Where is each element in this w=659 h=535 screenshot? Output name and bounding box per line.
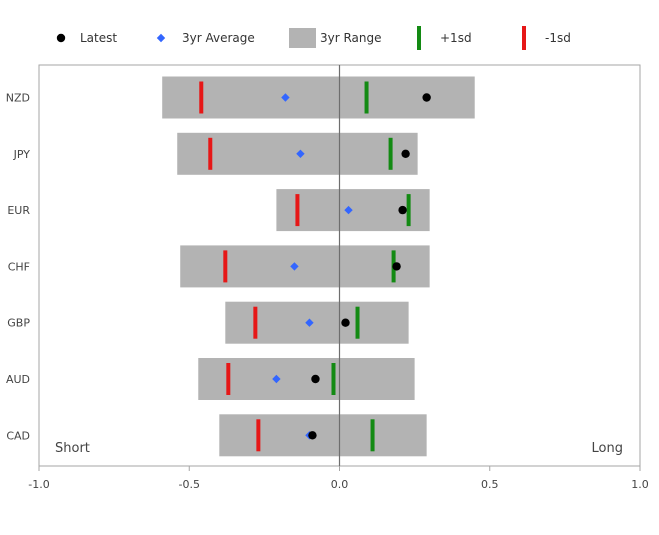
plus1sd-marker-cad	[370, 419, 375, 452]
legend: Latest 3yr Average 3yr Range +1sd -1sd	[56, 26, 571, 50]
minus1sd-marker-cad	[256, 419, 261, 452]
legend-plus1sd-swatch	[417, 26, 421, 50]
legend-avg3yr-label: 3yr Average	[182, 31, 255, 45]
avg3yr-marker-eur	[344, 205, 353, 215]
x-axis: NZD JPY EUR CHF GBP AUD CAD -1.0 -0.5 0.0 0.5 1.0	[6, 92, 649, 492]
latest-marker-nzd	[422, 93, 431, 102]
plot-area: Short Long	[38, 64, 641, 467]
minus1sd-marker-gbp	[253, 306, 258, 339]
plus1sd-marker-eur	[406, 194, 411, 227]
category-label-chf: CHF	[8, 260, 30, 273]
plus1sd-marker-nzd	[364, 81, 369, 114]
minus1sd-marker-aud	[226, 363, 231, 395]
latest-marker-eur	[398, 205, 407, 215]
category-label-eur: EUR	[7, 204, 30, 217]
x-tick-label: -0.5	[179, 478, 200, 491]
range-bar-cad	[219, 414, 427, 457]
minus1sd-marker-nzd	[199, 81, 204, 114]
latest-marker-gbp	[341, 318, 350, 327]
x-tick-label: 0.0	[331, 478, 349, 491]
latest-marker-jpy	[401, 149, 410, 158]
legend-minus1sd-swatch	[522, 26, 526, 50]
avg3yr-marker-jpy	[296, 149, 305, 158]
legend-range3yr-swatch	[289, 28, 316, 48]
long-label: Long	[592, 441, 623, 456]
category-label-aud: AUD	[6, 373, 30, 386]
category-label-cad: CAD	[6, 429, 30, 442]
avg3yr-marker-chf	[290, 262, 299, 271]
plus1sd-marker-jpy	[388, 137, 393, 170]
avg3yr-marker-aud	[272, 374, 281, 384]
avg3yr-marker-gbp	[305, 318, 314, 327]
avg3yr-marker-nzd	[281, 93, 290, 102]
legend-minus1sd-label: -1sd	[545, 31, 571, 45]
latest-marker-cad	[308, 431, 317, 440]
legend-range3yr-label: 3yr Range	[320, 31, 382, 45]
category-label-nzd: NZD	[6, 92, 30, 105]
x-tick-label: 1.0	[631, 478, 649, 491]
minus1sd-marker-eur	[295, 194, 300, 227]
minus1sd-marker-jpy	[208, 137, 213, 170]
minus1sd-marker-chf	[223, 250, 228, 283]
range-bar-gbp	[225, 301, 409, 344]
x-tick-label: -1.0	[28, 478, 49, 491]
latest-marker-aud	[311, 374, 320, 384]
legend-plus1sd-label: +1sd	[440, 31, 472, 45]
legend-latest-swatch	[56, 33, 66, 43]
x-tick-label: 0.5	[481, 478, 499, 491]
legend-avg3yr-swatch	[156, 33, 166, 43]
range-bar-aud	[198, 358, 415, 400]
category-label-jpy: JPY	[13, 148, 31, 161]
range-bar-chf	[180, 245, 430, 288]
plus1sd-marker-gbp	[355, 306, 360, 339]
latest-marker-chf	[392, 262, 401, 271]
legend-latest-label: Latest	[80, 31, 117, 45]
plus1sd-marker-aud	[331, 363, 336, 395]
category-label-gbp: GBP	[7, 317, 30, 330]
short-label: Short	[55, 441, 90, 456]
